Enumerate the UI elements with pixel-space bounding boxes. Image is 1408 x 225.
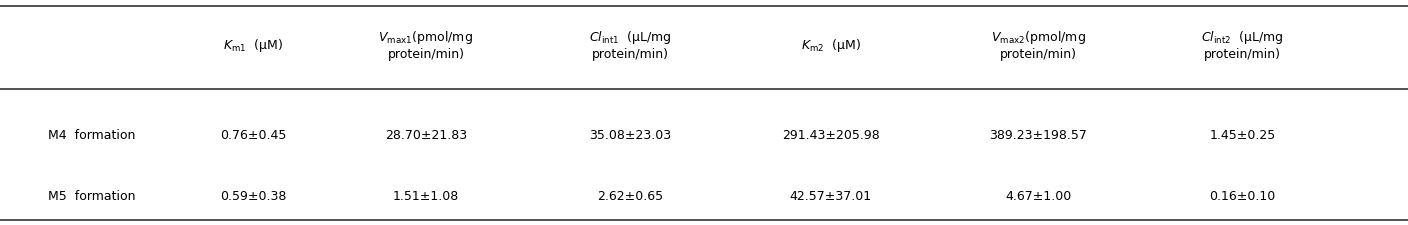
Text: $K_{\mathrm{m1}}$  (μM): $K_{\mathrm{m1}}$ (μM) xyxy=(224,36,283,54)
Text: $K_{\mathrm{m2}}$  (μM): $K_{\mathrm{m2}}$ (μM) xyxy=(801,36,860,54)
Text: 389.23±198.57: 389.23±198.57 xyxy=(990,128,1087,142)
Text: 28.70±21.83: 28.70±21.83 xyxy=(384,128,467,142)
Text: M4  formation: M4 formation xyxy=(48,128,135,142)
Text: $\mathit{Cl}_{\mathrm{int2}}$  (μL/mg
protein/min): $\mathit{Cl}_{\mathrm{int2}}$ (μL/mg pro… xyxy=(1201,29,1284,61)
Text: M5  formation: M5 formation xyxy=(48,189,135,202)
Text: 1.51±1.08: 1.51±1.08 xyxy=(393,189,459,202)
Text: 291.43±205.98: 291.43±205.98 xyxy=(781,128,880,142)
Text: $V_{\mathrm{max1}}$(pmol/mg
protein/min): $V_{\mathrm{max1}}$(pmol/mg protein/min) xyxy=(379,29,473,61)
Text: 35.08±23.03: 35.08±23.03 xyxy=(589,128,672,142)
Text: 0.59±0.38: 0.59±0.38 xyxy=(220,189,287,202)
Text: 0.76±0.45: 0.76±0.45 xyxy=(220,128,287,142)
Text: 0.16±0.10: 0.16±0.10 xyxy=(1209,189,1276,202)
Text: 42.57±37.01: 42.57±37.01 xyxy=(790,189,872,202)
Text: 4.67±1.00: 4.67±1.00 xyxy=(1005,189,1071,202)
Text: $\mathit{Cl}_{\mathrm{int1}}$  (μL/mg
protein/min): $\mathit{Cl}_{\mathrm{int1}}$ (μL/mg pro… xyxy=(589,29,672,61)
Text: $V_{\mathrm{max2}}$(pmol/mg
protein/min): $V_{\mathrm{max2}}$(pmol/mg protein/min) xyxy=(991,29,1086,61)
Text: 1.45±0.25: 1.45±0.25 xyxy=(1209,128,1276,142)
Text: 2.62±0.65: 2.62±0.65 xyxy=(597,189,663,202)
